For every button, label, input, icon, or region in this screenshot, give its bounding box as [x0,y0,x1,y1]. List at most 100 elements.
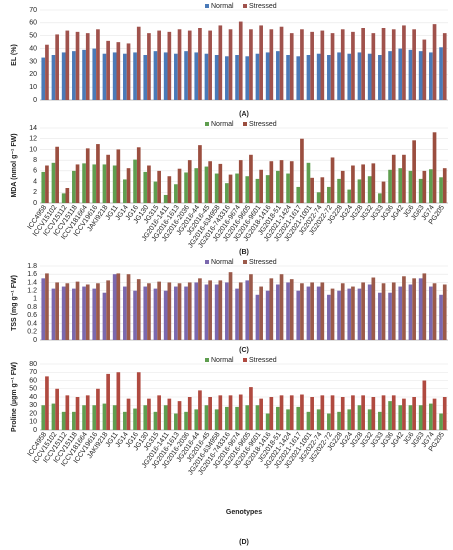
legend-swatch [205,4,209,8]
bar [255,294,260,340]
bar [102,53,107,100]
y-tick-label: 0 [33,200,37,207]
y-tick-label: 0 [33,337,37,344]
bar [126,168,131,203]
bar [85,33,90,101]
bar [327,186,331,203]
bar [106,154,110,203]
bar [228,272,233,340]
bar [361,395,365,430]
bar [442,168,447,203]
bar [259,169,263,203]
bar [184,411,188,430]
y-tick-label: 1 [33,296,37,303]
y-tick-label: 70 [29,369,37,376]
bar [306,162,311,203]
bar [106,280,110,340]
panel-label: (D) [239,539,249,546]
bar [316,286,321,340]
bar [116,372,121,430]
bar [378,55,382,100]
bar [65,395,70,430]
bar [133,159,137,203]
bar [340,397,345,430]
bar [402,25,406,100]
bar [361,28,365,100]
bar [422,170,427,203]
y-tick-label: 14 [29,125,37,132]
bar [361,282,365,340]
bar [238,282,243,340]
bar [276,406,280,430]
bar [276,284,280,340]
bar [204,166,209,203]
y-tick-label: 2 [33,189,37,196]
bar [422,39,427,100]
bar [418,51,423,100]
bar [235,406,239,430]
bar [245,280,250,340]
bar [265,290,270,340]
panel-label: (C) [239,347,249,354]
legend-label: Stressed [249,3,277,10]
bar [194,52,199,100]
bar [269,278,274,340]
bar [408,49,413,100]
bar [177,401,182,430]
bar [439,294,443,340]
bar [85,284,90,340]
bar [289,33,294,101]
bar [439,413,443,430]
bar [306,55,311,100]
bar [245,176,250,203]
bar [279,274,284,340]
bar [61,52,66,100]
y-tick-label: 0.4 [27,320,37,327]
bar [381,28,386,100]
bar [286,409,290,430]
bar [116,149,121,203]
bar [249,274,253,340]
bar [235,173,239,203]
bar [296,290,301,340]
y-tick-label: 30 [29,58,37,65]
y-tick-label: 8 [33,157,37,164]
bar [174,413,178,430]
bar [45,165,49,203]
bar [112,274,117,340]
bar [45,376,49,430]
bar [163,290,168,340]
bar [412,397,416,430]
bar [85,395,90,430]
bar [167,31,172,100]
bar [96,283,100,340]
bar [136,147,141,203]
bar [55,146,59,203]
bar [378,292,382,340]
panel-label: (B) [239,249,249,256]
y-tick-label: 6 [33,168,37,175]
bar [112,165,117,203]
bar [204,53,209,100]
bar [259,286,263,340]
bar [306,411,311,430]
legend-swatch [205,260,209,264]
bar [255,405,260,430]
bar [316,192,321,203]
bar [357,179,362,203]
bar [147,33,151,101]
bar [429,52,433,100]
bar [371,277,376,340]
bar [92,288,97,340]
bar [371,163,376,203]
bar [422,273,427,340]
bar [184,172,188,203]
bar [249,29,253,101]
bar [198,278,202,340]
bar [245,56,250,100]
bar [214,409,219,430]
bar [388,292,392,340]
y-tick-label: 10 [29,146,37,153]
bar [96,29,100,101]
bar [198,145,202,203]
